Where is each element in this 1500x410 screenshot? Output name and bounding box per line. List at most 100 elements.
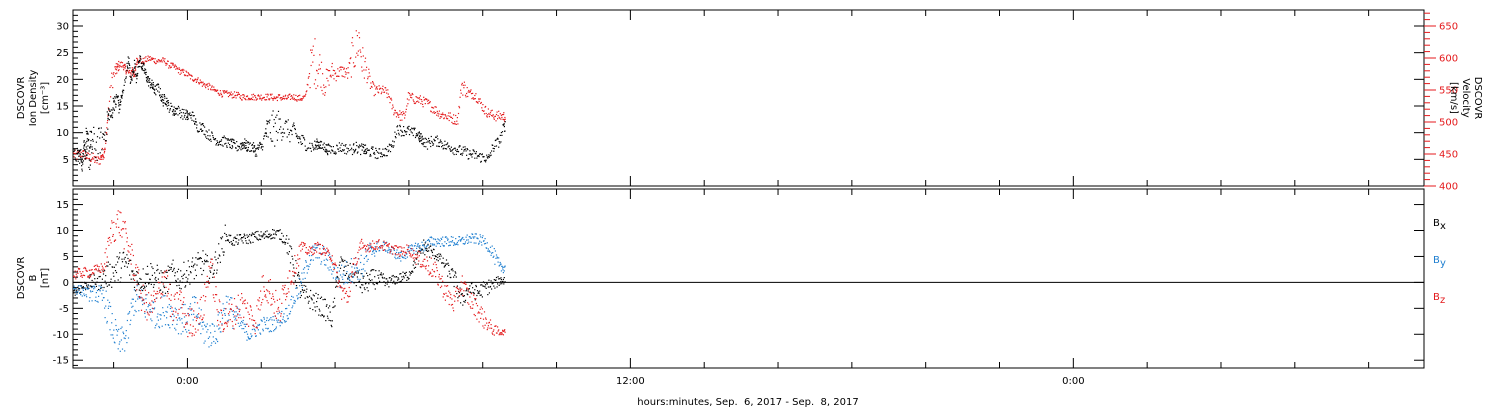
density-point [319,147,321,149]
bx-point [242,237,244,239]
bz-point [149,311,151,313]
velocity-point [308,73,311,75]
bx-point [288,251,290,253]
density-point [347,151,349,153]
density-point [241,146,243,148]
bx-point [141,285,143,288]
velocity-point [355,56,357,58]
bz-point [314,243,316,245]
velocity-point [331,66,333,68]
bz-point [363,245,365,247]
bx-point [321,314,323,316]
bz-point [391,246,393,248]
bz-point [366,245,368,247]
velocity-point [145,56,147,58]
by-point [461,237,463,239]
velocity-point [498,116,500,118]
velocity-point [118,69,120,71]
density-point [156,84,158,86]
bx-point [410,272,412,274]
by-point [266,317,268,319]
velocity-point [102,156,105,158]
by-point [416,245,418,247]
velocity-point [162,57,164,59]
bz-point [299,244,301,246]
bz-point [93,265,95,267]
density-point [141,69,143,71]
bz-point [290,283,292,285]
bz-point [218,324,220,326]
velocity-point [231,97,233,99]
by-point [466,239,468,241]
by-point [193,296,195,298]
by-point [394,256,396,258]
bx-point [139,287,142,289]
bx-point [307,296,309,299]
density-point [198,130,200,132]
bz-point [451,303,454,306]
velocity-point [418,101,420,103]
bx-point [364,288,366,291]
by-point [180,333,182,335]
bz-point [313,249,315,251]
velocity-point [492,115,494,117]
bx-point [318,314,320,316]
bz-point [360,240,362,242]
bz-point [390,249,392,251]
velocity-point [407,103,409,105]
velocity-point [404,117,406,119]
bz-point [383,240,385,242]
velocity-point [503,119,505,121]
velocity-point [422,106,424,108]
bx-point [389,277,391,279]
by-point [181,318,183,320]
density-point [357,146,359,148]
density-point [118,105,120,107]
by-point [371,253,373,255]
velocity-point [150,58,152,60]
by-point [314,247,317,249]
by-point [302,268,305,270]
bz-point [191,308,193,310]
density-point [301,134,303,137]
bz-point [365,251,367,253]
bz-point [224,321,226,324]
bz-point [336,272,338,274]
bz-point [325,252,327,254]
density-point [85,146,87,148]
bz-point [96,265,99,267]
bz-point [448,290,450,292]
by-point [103,297,105,299]
bx-point [501,283,503,285]
by-point [150,318,152,320]
bz-point [362,242,364,244]
density-point [125,77,127,79]
density-point [186,111,188,113]
by-point [245,323,247,325]
bx-point [107,265,109,267]
density-point [94,148,96,150]
density-point [154,85,156,87]
velocity-point [260,98,262,100]
density-point [468,158,470,160]
density-point [399,126,401,128]
velocity-point [447,115,449,117]
bz-point [381,245,383,247]
by-point [417,243,419,245]
top-left-tick-label-1: 10 [56,128,69,139]
by-point [258,323,261,326]
bz-point [188,332,190,334]
velocity-point [387,93,389,95]
velocity-point [298,99,300,101]
bz-point [475,298,477,300]
bz-point [92,272,94,274]
bx-point [386,278,388,280]
density-point [89,147,91,149]
velocity-point [146,60,148,62]
velocity-point [131,67,133,69]
density-point [191,119,193,121]
velocity-point [374,93,376,96]
density-point [264,135,266,137]
bz-point [470,307,472,309]
density-point [232,146,234,148]
